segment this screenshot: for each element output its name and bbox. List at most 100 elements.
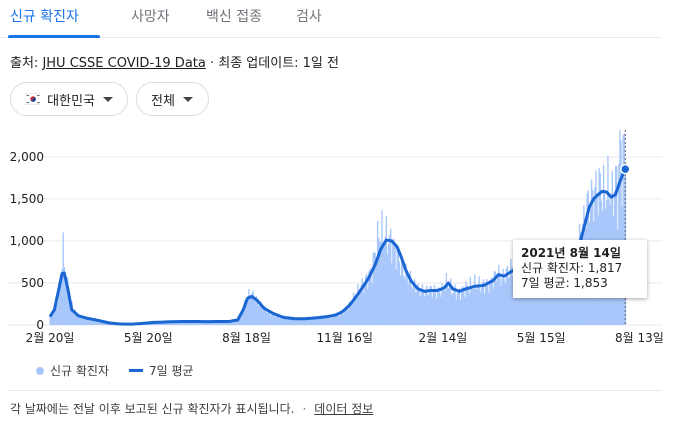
daily-cases-bar: [539, 277, 541, 325]
daily-cases-bar: [83, 316, 85, 325]
daily-cases-bar: [483, 293, 486, 325]
tab-deaths[interactable]: 사망자: [131, 9, 170, 25]
daily-cases-bar: [182, 321, 185, 325]
daily-cases-bar: [81, 318, 83, 325]
daily-cases-bar: [388, 235, 391, 325]
daily-cases-bar: [287, 318, 289, 325]
daily-cases-bar: [466, 284, 468, 325]
tab-tests[interactable]: 검사: [296, 9, 322, 25]
legend-dot-icon: [36, 366, 44, 375]
daily-cases-bar: [553, 275, 556, 325]
daily-cases-bar: [85, 318, 87, 325]
daily-cases-bar: [60, 279, 62, 325]
daily-cases-bar: [349, 302, 352, 325]
korea-flag-icon: [25, 93, 42, 105]
footer-note: 각 날짜에는 전날 이후 보고된 신규 확진자가 표시됩니다. · 데이터 정보: [10, 400, 373, 417]
daily-cases-bar: [426, 285, 428, 325]
daily-cases-bar: [101, 322, 104, 325]
daily-cases-bar: [465, 281, 467, 325]
daily-cases-bar: [323, 316, 325, 325]
daily-cases-bar: [619, 130, 621, 326]
daily-cases-bar: [411, 288, 414, 325]
daily-cases-bar: [457, 290, 460, 325]
daily-cases-bar: [444, 290, 446, 325]
daily-cases-bar: [49, 315, 51, 325]
daily-cases-bar: [217, 321, 219, 325]
daily-cases-bar: [467, 288, 469, 325]
daily-cases-bar: [452, 292, 454, 325]
daily-cases-bar: [199, 321, 201, 325]
daily-cases-bar: [71, 301, 73, 325]
tooltip-cases: 신규 확진자: 1,817: [521, 261, 623, 275]
daily-cases-bar: [430, 286, 432, 325]
tab-new-cases[interactable]: 신규 확진자: [10, 9, 79, 25]
daily-cases-bar: [371, 283, 373, 325]
daily-cases-bar: [59, 282, 61, 325]
daily-cases-bar: [317, 318, 320, 325]
daily-cases-bar: [386, 254, 389, 325]
daily-cases-bar: [366, 273, 368, 325]
daily-cases-bar: [190, 321, 192, 325]
daily-cases-bar: [93, 320, 95, 325]
daily-cases-bar: [438, 287, 440, 325]
daily-cases-bar: [494, 271, 497, 325]
daily-cases-bar: [370, 270, 372, 325]
daily-cases-bar: [427, 295, 429, 325]
daily-cases-bar: [550, 273, 552, 325]
daily-cases-bar: [560, 277, 562, 325]
y-tick-label: 0: [36, 318, 44, 332]
country-filter-chip[interactable]: 대한민국: [10, 82, 128, 116]
daily-cases-bar: [393, 238, 395, 325]
daily-cases-bar: [415, 292, 417, 325]
daily-cases-bar: [376, 220, 379, 325]
daily-cases-bar: [76, 316, 79, 325]
source-link[interactable]: JHU CSSE COVID-19 Data: [42, 56, 206, 71]
daily-cases-bar: [331, 317, 333, 325]
daily-cases-bar: [316, 315, 319, 325]
daily-cases-bar: [333, 314, 335, 325]
daily-cases-bar: [298, 320, 300, 325]
daily-cases-bar: [484, 284, 487, 325]
daily-cases-bar: [341, 311, 344, 325]
daily-cases-bar: [395, 269, 397, 325]
x-tick-label: 2월 14일: [419, 331, 468, 345]
daily-cases-bar: [196, 321, 199, 325]
daily-cases-bar: [160, 322, 163, 325]
daily-cases-bar: [314, 318, 317, 325]
daily-cases-bar: [62, 232, 64, 325]
daily-cases-bar: [309, 318, 311, 325]
tab-vaccination[interactable]: 백신 접종: [206, 9, 262, 25]
daily-cases-bar: [259, 305, 261, 325]
daily-cases-bar: [205, 322, 207, 325]
daily-cases-bar: [408, 279, 410, 325]
daily-cases-bar: [69, 301, 71, 325]
daily-cases-bar: [557, 289, 559, 325]
daily-cases-bar: [253, 299, 255, 325]
daily-cases-bar: [448, 287, 451, 325]
data-info-link[interactable]: 데이터 정보: [314, 402, 374, 416]
daily-cases-bar: [254, 301, 257, 325]
daily-cases-bar: [493, 270, 496, 325]
country-filter-label: 대한민국: [47, 93, 95, 109]
daily-cases-bar: [181, 321, 183, 325]
daily-cases-bar: [92, 319, 94, 325]
daily-cases-bar: [361, 278, 364, 325]
daily-cases-bar: [319, 317, 321, 325]
daily-cases-bar: [302, 320, 305, 325]
daily-cases-bar: [277, 316, 279, 325]
daily-cases-bar: [491, 283, 493, 325]
daily-cases-bar: [288, 315, 290, 325]
source-suffix: · 최종 업데이트: 1일 전: [205, 56, 339, 71]
daily-cases-bar: [261, 306, 263, 325]
daily-cases-bar: [405, 263, 407, 325]
daily-cases-bar: [385, 216, 388, 325]
daily-cases-bar: [74, 309, 76, 325]
daily-cases-bar: [247, 297, 249, 325]
daily-cases-bar: [441, 282, 443, 325]
daily-cases-bar: [410, 285, 413, 325]
daily-cases-bar: [504, 283, 507, 325]
scope-filter-chip[interactable]: 전체: [136, 82, 209, 116]
divider: [8, 390, 662, 391]
daily-cases-bar: [458, 288, 461, 325]
daily-cases-bar: [94, 318, 96, 325]
